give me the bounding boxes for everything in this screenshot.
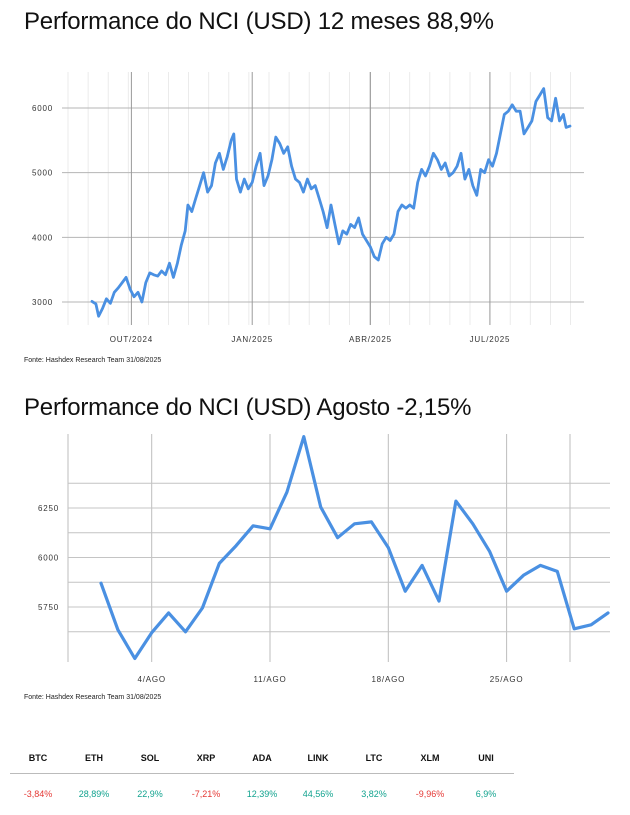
performance-value: -7,21% xyxy=(191,789,221,799)
column-header-uni: UNI xyxy=(458,743,514,774)
x-tick-label: 4/AGO xyxy=(137,675,165,684)
y-tick-label: 6000 xyxy=(38,554,59,563)
y-tick-label: 5000 xyxy=(32,169,53,178)
series-line-nci xyxy=(90,87,572,318)
x-tick-label: JUL/2025 xyxy=(470,335,511,344)
chart-1-title: Performance do NCI (USD) 12 meses 88,9% xyxy=(24,8,494,35)
x-tick-label: ABR/2025 xyxy=(349,335,392,344)
x-tick-label: JAN/2025 xyxy=(231,335,273,344)
asset-performance-table: BTC ETH SOL XRP ADA LINK LTC XLM UNI -3,84% 28,89… xyxy=(10,743,514,814)
x-tick-label: 18/AGO xyxy=(371,675,405,684)
column-header-xlm: XLM xyxy=(402,743,458,774)
y-tick-label: 5750 xyxy=(38,603,59,612)
x-tick-label: 25/AGO xyxy=(490,675,524,684)
chart-2-title: Performance do NCI (USD) Agosto -2,15% xyxy=(24,394,472,421)
column-header-link: LINK xyxy=(290,743,346,774)
column-header-ltc: LTC xyxy=(346,743,402,774)
performance-value: 22,9% xyxy=(137,789,163,799)
y-tick-label: 6000 xyxy=(32,104,53,113)
chart-august: 5750 6000 6250 4/AGO 11/AGO 18/AGO 25/AGO xyxy=(38,434,610,684)
table-row: -3,84% 28,89% 22,9% -7,21% 12,39% 44,56% 3,82%… xyxy=(10,774,514,815)
column-header-xrp: XRP xyxy=(178,743,234,774)
performance-value: -9,96% xyxy=(415,789,445,799)
performance-value: 3,82% xyxy=(361,789,387,799)
column-header-ada: ADA xyxy=(234,743,290,774)
y-tick-label: 3000 xyxy=(32,298,53,307)
performance-value: 44,56% xyxy=(302,789,334,799)
chart-1-source: Fonte: Hashdex Research Team 31/08/2025 xyxy=(24,357,162,364)
column-header-btc: BTC xyxy=(10,743,66,774)
column-header-eth: ETH xyxy=(66,743,122,774)
chart-12-months: 3000 4000 5000 6000 OUT/2024 JAN/2025 ABR/2025… xyxy=(32,72,584,344)
performance-value: 6,9% xyxy=(475,789,497,799)
x-tick-label: OUT/2024 xyxy=(110,335,153,344)
table-header-row: BTC ETH SOL XRP ADA LINK LTC XLM UNI xyxy=(10,743,514,774)
chart-2-source: Fonte: Hashdex Research Team 31/08/2025 xyxy=(24,694,162,701)
x-tick-label: 11/AGO xyxy=(253,675,286,684)
series-line-nci-august xyxy=(99,435,610,661)
performance-value: 28,89% xyxy=(78,789,110,799)
y-tick-label: 4000 xyxy=(32,233,53,242)
performance-value: -3,84% xyxy=(23,789,53,799)
performance-value: 12,39% xyxy=(246,789,278,799)
y-tick-label: 6250 xyxy=(38,504,59,513)
column-header-sol: SOL xyxy=(122,743,178,774)
